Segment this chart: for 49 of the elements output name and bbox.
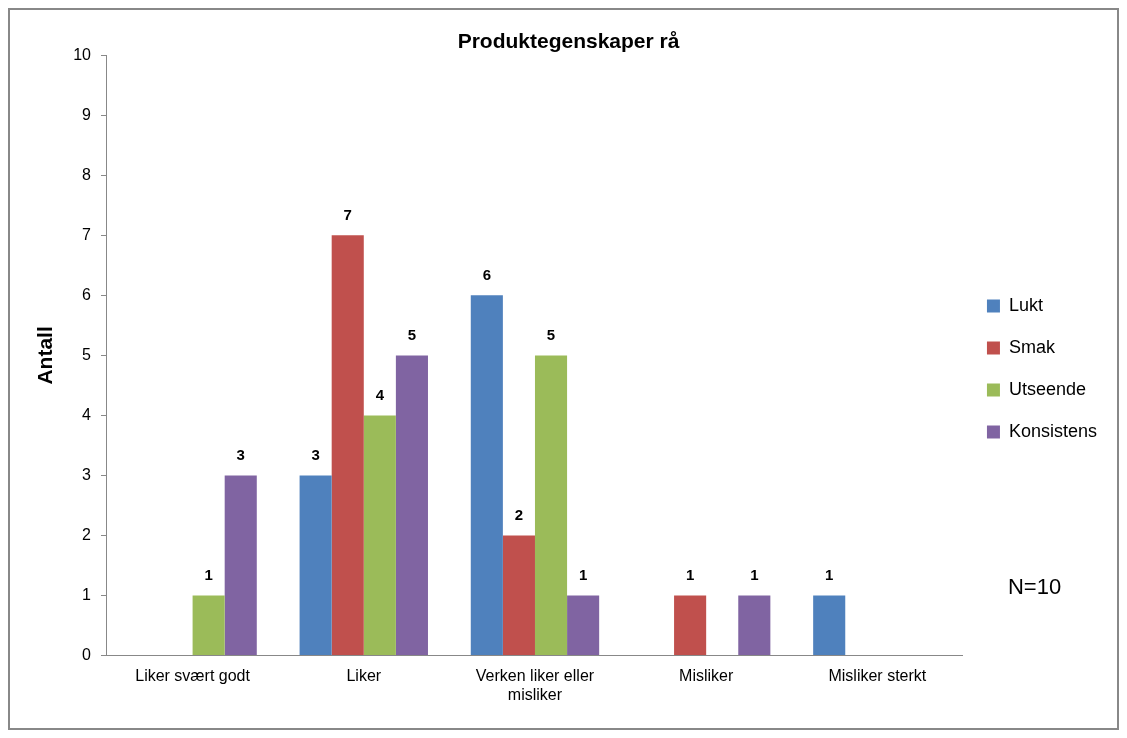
y-tick-label: 4 <box>82 405 92 423</box>
bar <box>331 235 364 656</box>
y-tick-label: 3 <box>82 465 92 483</box>
y-tick-label: 5 <box>82 345 92 363</box>
data-label: 3 <box>311 446 320 464</box>
bar <box>534 355 568 656</box>
x-tick-label: Verken liker eller misliker <box>475 666 595 703</box>
data-label: 1 <box>578 566 588 584</box>
x-tick-label: Liker <box>346 666 382 684</box>
y-tick-label: 1 <box>82 585 92 603</box>
x-tick-label: Misliker sterkt <box>828 666 927 684</box>
bar <box>363 415 396 656</box>
data-label: 2 <box>514 506 524 524</box>
data-label: 5 <box>407 326 417 344</box>
bar <box>567 595 600 656</box>
data-label: 5 <box>546 326 556 344</box>
bar <box>224 475 257 656</box>
data-label: 1 <box>685 566 695 584</box>
y-tick-label: 8 <box>82 165 92 183</box>
x-tick-label: Misliker <box>679 666 734 684</box>
y-tick-label: 7 <box>82 225 92 243</box>
legend-label: Konsistens <box>1008 420 1098 441</box>
bar <box>813 595 846 656</box>
data-label: 1 <box>204 566 213 584</box>
bar <box>299 475 332 656</box>
y-axis-title: Antall <box>33 326 57 385</box>
bar <box>470 295 503 656</box>
legend-label: Smak <box>1008 336 1056 357</box>
y-tick-label: 2 <box>82 525 92 543</box>
data-label: 7 <box>343 205 352 223</box>
chart-title: Produktegenskaper rå <box>457 29 680 53</box>
legend-label: Utseende <box>1008 378 1087 399</box>
y-tick-label: 9 <box>82 105 92 123</box>
bar <box>674 595 707 656</box>
legend-label: Lukt <box>1008 294 1043 315</box>
bar <box>502 535 535 656</box>
text: N=10 <box>1007 573 1062 599</box>
y-tick-label: 0 <box>82 646 92 664</box>
data-label: 6 <box>482 266 491 283</box>
data-label: 1 <box>750 566 759 584</box>
data-label: 1 <box>825 566 834 584</box>
bar <box>192 595 225 656</box>
data-label: 4 <box>375 386 385 404</box>
x-tick-label: Liker svært godt <box>135 666 251 684</box>
y-tick-label: 6 <box>82 285 92 303</box>
y-tick-label: 10 <box>73 45 92 63</box>
bar <box>738 595 771 656</box>
bar <box>395 355 428 656</box>
data-label: 3 <box>236 446 245 464</box>
